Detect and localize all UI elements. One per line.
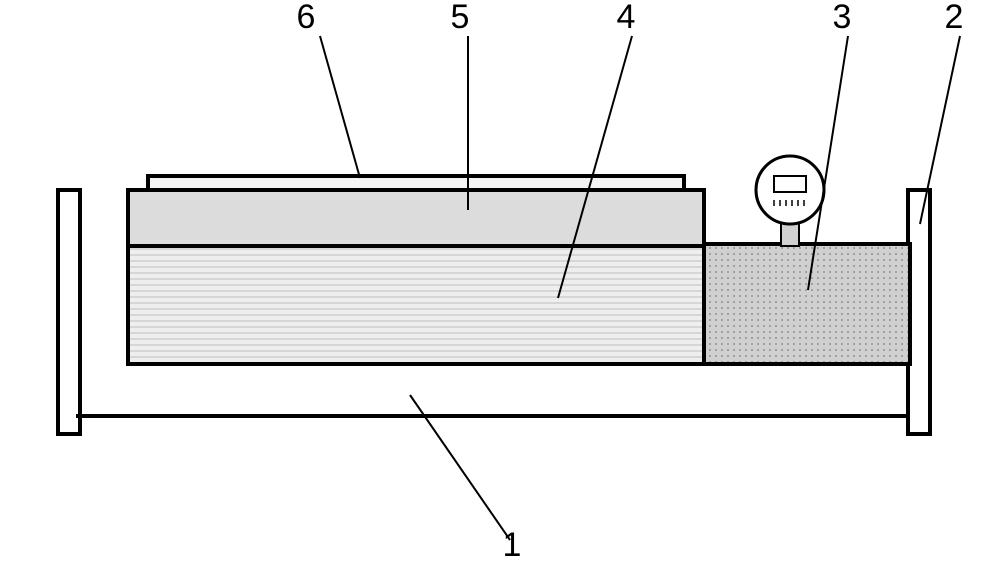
gauge-display (774, 176, 806, 192)
block-3 (704, 244, 910, 364)
label-n4: 4 (617, 0, 636, 36)
callout-l6 (320, 36, 360, 178)
label-n6: 6 (297, 0, 316, 36)
label-n5: 5 (451, 0, 470, 36)
stage-5 (128, 190, 704, 246)
stage-6 (148, 176, 684, 190)
label-n3: 3 (833, 0, 852, 36)
left-foot (58, 190, 80, 434)
gauge-stem (781, 222, 799, 246)
label-n2: 2 (945, 0, 964, 36)
callout-l2 (920, 36, 960, 224)
stage-4 (128, 244, 704, 364)
label-n1: 1 (503, 526, 522, 564)
base-bar (76, 414, 912, 418)
